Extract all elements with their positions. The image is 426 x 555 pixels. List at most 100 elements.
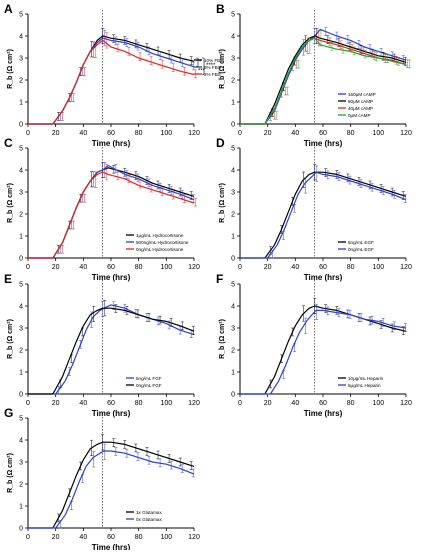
series-line <box>28 450 195 529</box>
y-tick-label: 0 <box>231 392 235 399</box>
legend: 1μg/mL Hydrocortisone 500ng/mL Hydrocorti… <box>126 233 189 252</box>
y-tick-label: 3 <box>231 326 235 333</box>
y-tick-label: 1 <box>231 100 235 107</box>
series-line <box>28 304 195 395</box>
y-tick-label: 0 <box>19 392 23 399</box>
y-tick-label: 4 <box>19 168 23 175</box>
panel-label: A <box>4 2 13 16</box>
x-tick-label: 100 <box>160 534 172 541</box>
y-tick-label: 4 <box>231 304 235 311</box>
y-axis-label: R_b (Ω cm²) <box>7 183 14 223</box>
legend-entry: 0ng/mL Hydrocortisone <box>136 247 184 252</box>
x-tick-label: 40 <box>79 130 87 137</box>
x-tick-label: 120 <box>400 130 412 137</box>
x-tick-label: 100 <box>372 264 384 271</box>
y-axis-label: R_b (Ω cm²) <box>7 453 14 493</box>
y-tick-label: 5 <box>231 282 235 289</box>
y-axis-label: R_b (Ω cm²) <box>7 49 14 89</box>
panel-b: B 0 1 2 3 4 5 0 20 40 60 80 100 120 Time (hrs) R_b (Ω c… <box>216 2 412 148</box>
legend-entry: 5% FBS <box>204 65 221 70</box>
y-axis-label: R_b (Ω cm²) <box>219 49 226 89</box>
series-1 <box>240 164 407 259</box>
legend-entry: 40μM cAMP <box>348 106 373 111</box>
y-tick-label: 1 <box>231 234 235 241</box>
legend: 160μM cAMP 80μM cAMP 40μM cAMP 0μM cAMP <box>338 92 376 118</box>
series-line <box>240 28 407 125</box>
x-axis-label: Time (hrs) <box>304 409 343 418</box>
y-tick-label: 3 <box>231 190 235 197</box>
panel-label: G <box>4 406 13 420</box>
series-line <box>240 171 407 259</box>
x-tick-label: 40 <box>79 264 87 271</box>
y-tick-label: 1 <box>19 504 23 511</box>
y-tick-label: 0 <box>19 256 23 263</box>
legend-entry: 10μg/mL Heparin <box>348 376 384 381</box>
sig-label: *** <box>198 68 206 74</box>
series-line <box>240 35 407 125</box>
y-tick-label: 1 <box>19 100 23 107</box>
x-tick-label: 120 <box>188 264 200 271</box>
legend-entry: 5ng/mL EGF <box>348 240 374 245</box>
x-tick-label: 60 <box>319 130 327 137</box>
x-tick-label: 80 <box>135 264 143 271</box>
legend-entry: 1μg/mL Hydrocortisone <box>136 233 184 238</box>
y-tick-label: 1 <box>19 370 23 377</box>
y-tick-label: 3 <box>19 326 23 333</box>
x-tick-label: 60 <box>319 264 327 271</box>
sig-bracket <box>202 57 205 75</box>
panel-label: B <box>216 2 225 16</box>
sig-label: * <box>199 60 202 66</box>
y-tick-label: 2 <box>19 482 23 489</box>
legend-entry: 500ng/mL Hydrocortisone <box>136 240 189 245</box>
series-line <box>28 441 195 529</box>
series-3 <box>28 32 197 125</box>
panel-g: G 0 1 2 3 4 5 0 20 40 60 80 100 120 Time (hrs) R_b (Ω c… <box>4 406 200 552</box>
y-tick-label: 2 <box>19 212 23 219</box>
y-axis-label: R_b (Ω cm²) <box>7 319 14 359</box>
x-tick-label: 120 <box>188 400 200 407</box>
series-line <box>240 37 407 125</box>
x-tick-label: 60 <box>107 264 115 271</box>
y-tick-label: 0 <box>231 122 235 129</box>
y-tick-label: 5 <box>19 416 23 423</box>
y-tick-label: 3 <box>19 190 23 197</box>
series-line <box>28 307 195 395</box>
x-tick-label: 0 <box>26 534 30 541</box>
y-tick-label: 1 <box>19 234 23 241</box>
y-tick-label: 2 <box>19 78 23 85</box>
panel-a: A 0 1 2 3 4 5 0 20 40 60 80 100 120 Time (hrs) R_b (Ω c… <box>4 2 223 148</box>
legend: 5ng/mL EGF 0ng/mL EGF <box>338 240 374 252</box>
x-tick-label: 40 <box>79 400 87 407</box>
x-tick-label: 120 <box>188 534 200 541</box>
x-tick-label: 20 <box>52 264 60 271</box>
y-tick-label: 4 <box>231 168 235 175</box>
x-axis-label: Time (hrs) <box>92 543 131 550</box>
panel-d: D 0 1 2 3 4 5 0 20 40 60 80 100 120 Time (hrs) R_b (Ω c… <box>216 136 412 282</box>
x-tick-label: 120 <box>400 264 412 271</box>
y-tick-label: 1 <box>231 370 235 377</box>
series-2 <box>28 30 195 125</box>
y-tick-label: 3 <box>19 460 23 467</box>
legend-entry: 0μM cAMP <box>348 113 371 118</box>
x-axis-label: Time (hrs) <box>92 139 131 148</box>
series-1 <box>28 434 195 529</box>
series-3 <box>28 164 197 259</box>
y-tick-label: 0 <box>19 122 23 129</box>
series-4 <box>240 30 411 125</box>
x-tick-label: 0 <box>238 400 242 407</box>
x-tick-label: 80 <box>347 130 355 137</box>
y-tick-label: 0 <box>231 256 235 263</box>
x-tick-label: 0 <box>26 264 30 271</box>
legend: 5ng/mL FGF 0ng/mL FGF <box>126 376 162 388</box>
x-tick-label: 120 <box>400 400 412 407</box>
y-tick-label: 5 <box>19 146 23 153</box>
y-tick-label: 5 <box>19 282 23 289</box>
series-line <box>28 39 195 125</box>
panel-e: E 0 1 2 3 4 5 0 20 40 60 80 100 120 Time (hrs) R_b (Ω c… <box>4 272 200 418</box>
y-tick-label: 2 <box>231 212 235 219</box>
series-line <box>240 305 407 395</box>
x-axis-label: Time (hrs) <box>304 273 343 282</box>
y-tick-label: 4 <box>231 34 235 41</box>
legend-entry: 5ng/mL FGF <box>136 376 162 381</box>
